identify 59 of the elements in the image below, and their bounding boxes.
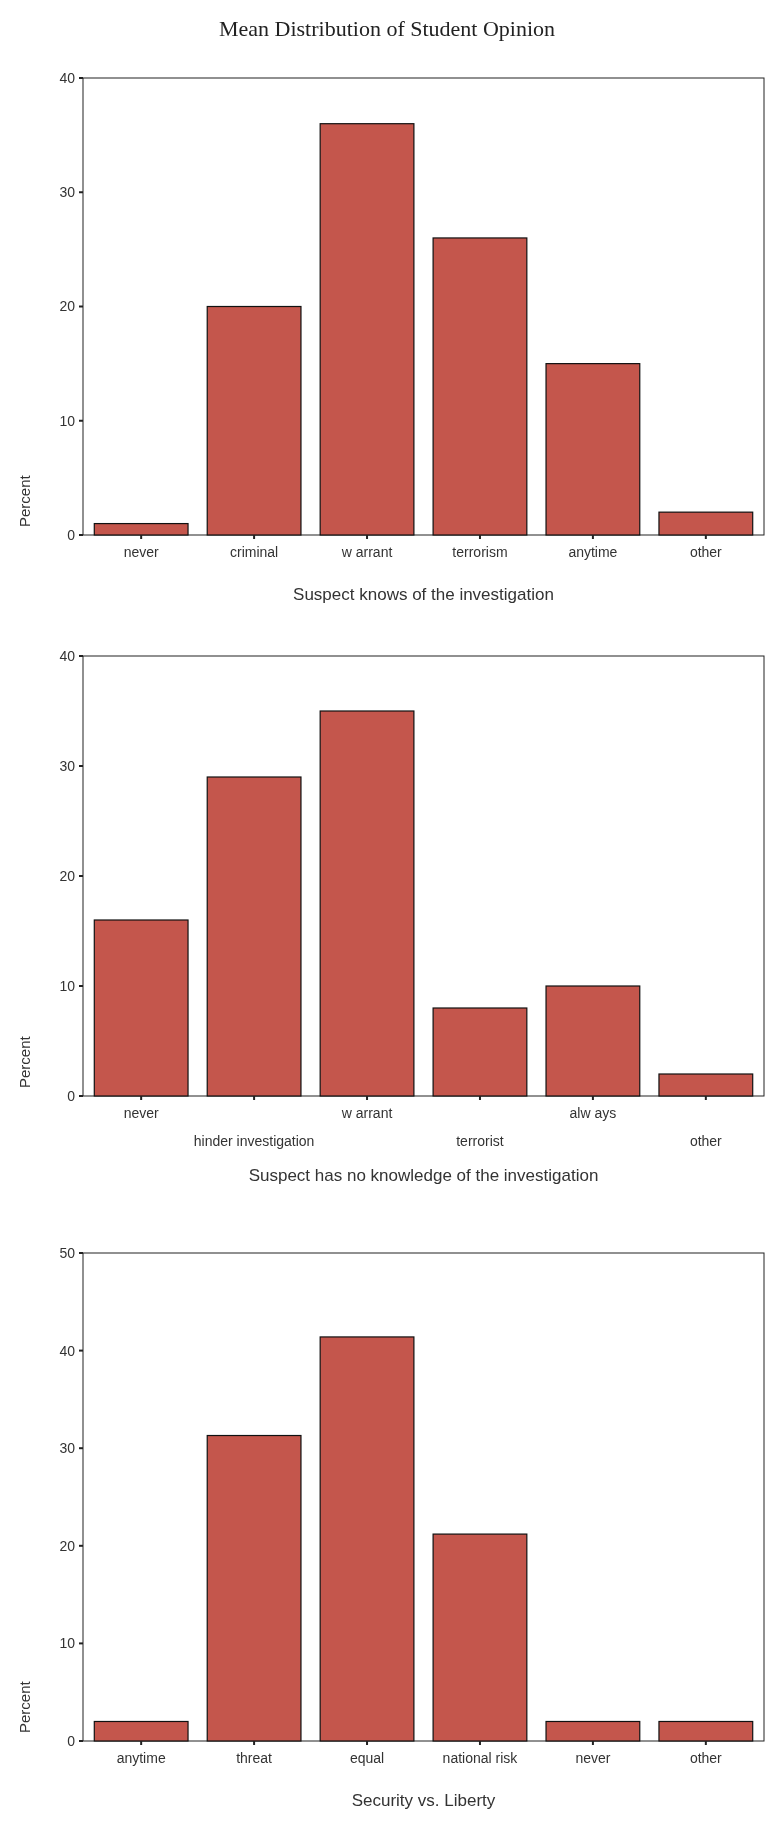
chart-title: Mean Distribution of Student Opinion	[218, 16, 556, 41]
bar	[93, 919, 189, 1097]
bar	[545, 1720, 641, 1742]
x-tick-label: w arrant	[340, 544, 393, 560]
bar	[545, 363, 641, 536]
x-tick-label: other	[689, 544, 723, 560]
y-tick-label: 30	[59, 757, 76, 774]
x-tick-label: threat	[236, 1750, 273, 1766]
bar	[319, 1336, 415, 1742]
x-tick-label: anytime	[568, 544, 618, 560]
x-tick-label: anytime	[116, 1750, 166, 1766]
x-tick-label: never	[575, 1750, 611, 1766]
y-axis-title: Percent	[16, 474, 33, 527]
y-tick-label: 40	[59, 647, 76, 664]
y-tick-label: 40	[59, 1342, 76, 1359]
bar	[432, 1533, 528, 1742]
y-tick-label: 0	[67, 1732, 76, 1749]
bar	[432, 1007, 528, 1097]
x-tick-label: terrorist	[456, 1133, 504, 1149]
x-tick-label: terrorism	[452, 544, 508, 560]
y-axis-title: Percent	[16, 1680, 33, 1733]
bar	[658, 1073, 754, 1097]
bar	[319, 123, 415, 536]
y-tick-label: 20	[59, 867, 76, 884]
x-tick-label: other	[689, 1133, 723, 1149]
x-tick-label: national risk	[442, 1750, 519, 1766]
y-tick-label: 0	[67, 526, 76, 543]
x-tick-label: never	[123, 1105, 159, 1121]
y-tick-label: 20	[59, 1537, 76, 1554]
x-tick-label: w arrant	[340, 1105, 393, 1121]
y-tick-label: 0	[67, 1087, 76, 1104]
x-tick-label: never	[123, 544, 159, 560]
bar	[319, 710, 415, 1097]
x-tick-label: equal	[349, 1750, 385, 1766]
bar	[206, 305, 302, 536]
x-tick-label: criminal	[229, 544, 279, 560]
y-tick-label: 10	[59, 1635, 76, 1652]
y-tick-label: 50	[59, 1244, 76, 1261]
bar	[545, 985, 641, 1097]
y-tick-label: 10	[59, 412, 76, 429]
x-tick-label: hinder investigation	[193, 1133, 315, 1149]
y-tick-label: 30	[59, 184, 76, 201]
bar	[93, 1720, 189, 1742]
bar	[658, 1720, 754, 1742]
bar	[658, 511, 754, 536]
x-tick-label: other	[689, 1750, 723, 1766]
x-axis-title: Suspect has no knowledge of the investigation	[248, 1166, 599, 1185]
y-axis-title: Percent	[16, 1035, 33, 1088]
y-tick-label: 30	[59, 1440, 76, 1457]
x-axis-title: Suspect knows of the investigation	[293, 585, 554, 604]
y-tick-label: 40	[59, 69, 76, 86]
y-tick-label: 20	[59, 298, 76, 315]
bar	[432, 237, 528, 536]
x-axis-title: Security vs. Liberty	[351, 1791, 496, 1810]
y-tick-label: 10	[59, 977, 76, 994]
bar	[93, 522, 189, 536]
bar	[206, 1434, 302, 1742]
bar	[206, 776, 302, 1097]
x-tick-label: alw ays	[569, 1105, 617, 1121]
